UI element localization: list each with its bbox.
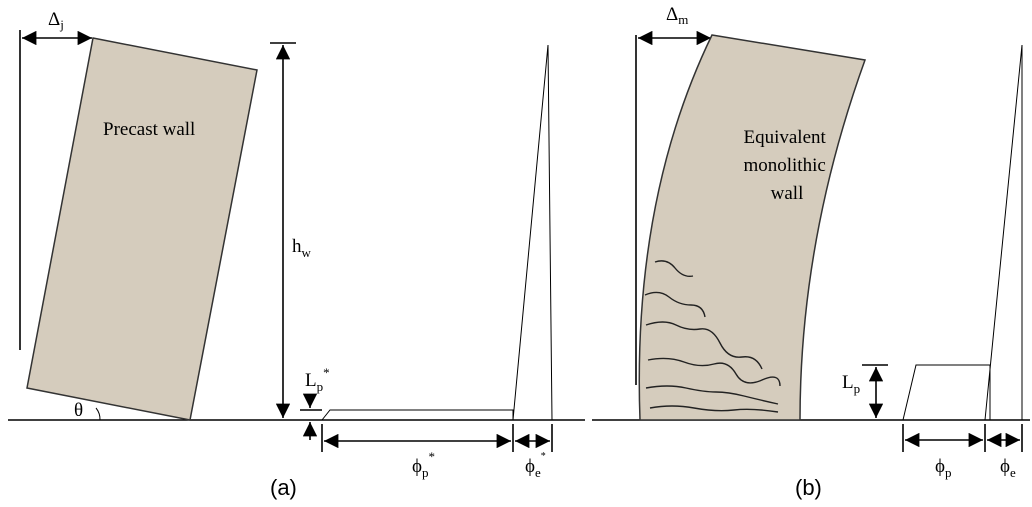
label-part: e	[1010, 465, 1016, 480]
label-part: *	[541, 451, 546, 462]
cracks	[644, 260, 781, 413]
phi-p-label: ϕp	[935, 456, 952, 480]
label-part: ϕ	[412, 456, 422, 477]
crack-line	[644, 291, 706, 318]
label-part: p	[945, 465, 952, 480]
label-part: p	[422, 465, 429, 480]
label-part: m	[678, 12, 688, 27]
label-part: ϕ	[935, 456, 945, 477]
label-part: h	[292, 236, 302, 257]
plastic-curvature	[321, 409, 514, 421]
label-part: p	[317, 379, 324, 394]
elastic-curvature	[984, 44, 1023, 421]
label-part: e	[535, 465, 541, 480]
caption: (b)	[795, 475, 822, 500]
label-part: *	[323, 365, 330, 380]
label-part: Equivalent	[743, 127, 826, 148]
panel-b: Δm Equivalent monolithic wall Lp ϕp ϕe (…	[592, 4, 1030, 500]
phi-p-label: ϕp*	[412, 449, 435, 480]
precast-wall	[26, 37, 258, 421]
phi-e-label: ϕe*	[525, 451, 546, 480]
elastic-curvature	[512, 44, 553, 421]
height-label: hw	[292, 236, 312, 260]
angle-label: θ	[74, 400, 83, 421]
plastic-curvature	[902, 364, 991, 421]
panel-a: Δj Precast wall hw Lp* θ ϕp* ϕe* (a)	[8, 9, 585, 500]
wall-label: Equivalent monolithic wall	[743, 127, 830, 204]
lp-label: Lp	[842, 372, 860, 396]
label-part: wall	[771, 183, 804, 204]
crack-line	[654, 260, 694, 278]
label-part: j	[59, 17, 64, 32]
lp-label: Lp*	[305, 365, 330, 394]
label-part: Δ	[48, 9, 60, 30]
angle-arc	[95, 407, 101, 421]
label-part: L	[842, 372, 854, 393]
crack-line	[649, 405, 779, 413]
drift-label: Δm	[666, 4, 688, 27]
crack-line	[645, 321, 763, 370]
label-part: p	[854, 381, 861, 396]
phi-e-label: ϕe	[1000, 456, 1016, 480]
crack-line	[645, 385, 779, 405]
monolithic-wall	[638, 34, 867, 421]
label-part: w	[302, 245, 312, 260]
label-part: monolithic	[743, 155, 825, 176]
label-part: ϕ	[525, 456, 535, 477]
drift-label: Δj	[48, 9, 64, 32]
caption: (a)	[270, 475, 297, 500]
label-part: *	[429, 449, 436, 464]
label-part: L	[305, 370, 317, 391]
wall-label: Precast wall	[103, 119, 195, 140]
crack-line	[647, 357, 781, 387]
label-part: ϕ	[1000, 456, 1010, 477]
label-part: Δ	[666, 4, 678, 25]
